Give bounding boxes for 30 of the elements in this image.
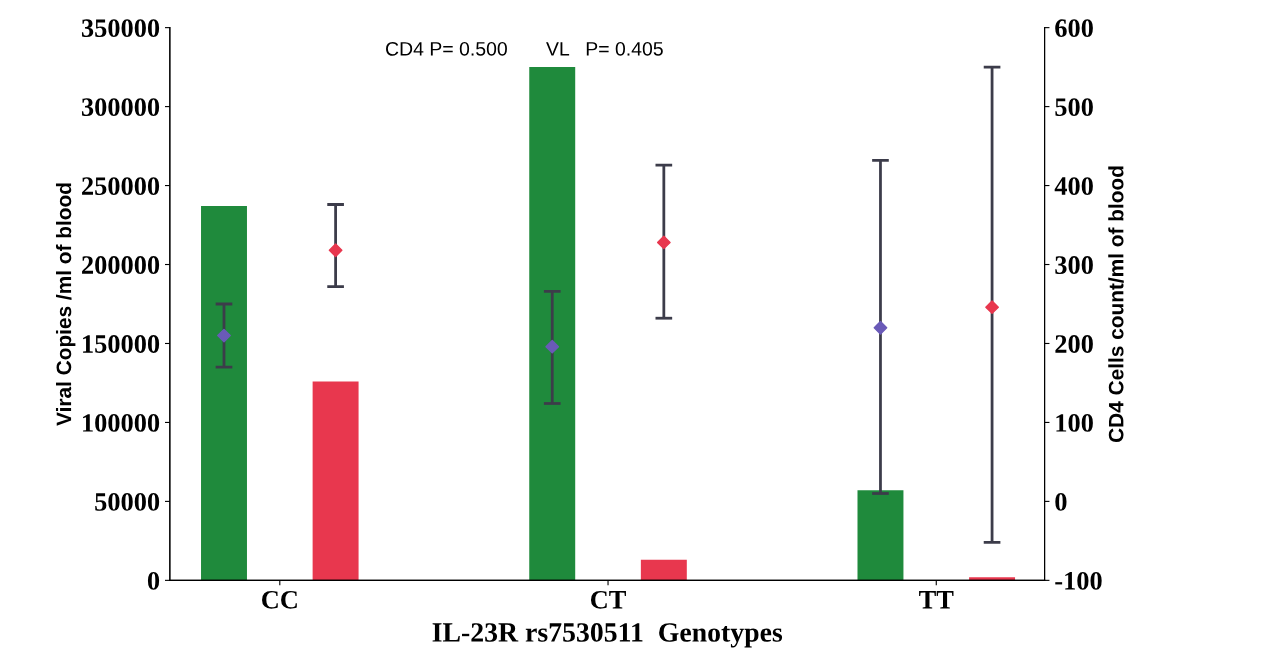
annotation: CD4 P= 0.500: [386, 41, 507, 56]
bar: [312, 381, 359, 581]
y2-tick-label: 600: [1055, 19, 1093, 38]
annotation: VL P= 0.405: [546, 41, 663, 56]
x-tick-label: CC: [262, 590, 297, 609]
y2-tick-label: 400: [1054, 177, 1093, 195]
y-tick-label: 300000: [81, 98, 160, 117]
x-tick-label: TT: [919, 591, 954, 609]
bar: [640, 559, 687, 581]
y-tick-label: 0: [147, 571, 160, 590]
y2-axis-title: CD4 Cells count/ml of blood: [1108, 166, 1124, 443]
x-tick-label: CT: [590, 590, 626, 609]
y2-tick-label: -100: [1055, 571, 1102, 590]
y2-tick-label: 200: [1055, 335, 1093, 353]
y2-tick-label: 0: [1055, 493, 1067, 511]
y2-tick-label: 100: [1056, 414, 1093, 432]
bar: [529, 67, 576, 581]
y-tick-label: 200000: [82, 256, 160, 274]
y2-tick-label: 500: [1055, 98, 1093, 117]
y-tick-label: 150000: [83, 335, 160, 353]
y-tick-label: 100000: [83, 414, 160, 432]
y-tick-label: 350000: [81, 19, 160, 38]
y-tick-label: 50000: [95, 493, 160, 511]
y-tick-label: 250000: [82, 177, 160, 195]
bar: [969, 577, 1016, 581]
bar: [201, 206, 247, 581]
x-axis-title: IL-23R rs7530511 Genotypes: [432, 623, 783, 648]
y2-tick-label: 300: [1055, 256, 1093, 274]
y-axis-title: Viral Copies /ml of blood: [55, 183, 76, 426]
bar: [857, 490, 904, 581]
